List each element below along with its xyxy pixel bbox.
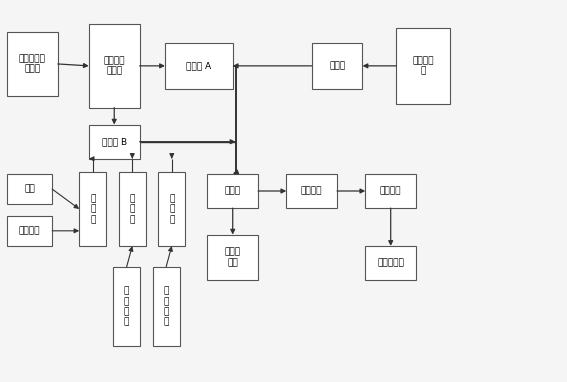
- Text: 腐
殖
酸
钠: 腐 殖 酸 钠: [124, 286, 129, 327]
- Text: 空白溶液: 空白溶液: [19, 226, 40, 235]
- Text: 蠕
动
泵: 蠕 动 泵: [90, 194, 95, 224]
- Bar: [286, 174, 337, 208]
- Bar: [79, 172, 107, 246]
- Text: 臭氧溶液
平衡室: 臭氧溶液 平衡室: [104, 56, 125, 76]
- Bar: [89, 125, 139, 159]
- Bar: [158, 172, 185, 246]
- Text: 蠕
动
泵: 蠕 动 泵: [130, 194, 135, 224]
- Text: 废液收
集器: 废液收 集器: [225, 248, 241, 267]
- Text: 蠕动泵: 蠕动泵: [329, 62, 345, 70]
- Bar: [153, 267, 180, 346]
- Bar: [7, 216, 52, 246]
- Text: 显示、存储: 显示、存储: [377, 259, 404, 267]
- Bar: [113, 267, 140, 346]
- Bar: [208, 174, 258, 208]
- Bar: [165, 43, 232, 89]
- Text: 蠕动泵 A: 蠕动泵 A: [187, 62, 211, 70]
- Text: 抗
坏
血
酸: 抗 坏 血 酸: [163, 286, 169, 327]
- Bar: [365, 174, 416, 208]
- Bar: [7, 32, 58, 96]
- Text: 水样: 水样: [24, 185, 35, 194]
- Text: 蠕
动
泵: 蠕 动 泵: [169, 194, 175, 224]
- Bar: [208, 235, 258, 280]
- Bar: [396, 28, 450, 104]
- Text: 检测室: 检测室: [225, 186, 241, 196]
- Bar: [119, 172, 146, 246]
- Bar: [89, 24, 139, 108]
- Bar: [365, 246, 416, 280]
- Bar: [312, 43, 362, 89]
- Text: 光电探测: 光电探测: [301, 186, 323, 196]
- Text: 鲁米诺水
样: 鲁米诺水 样: [412, 56, 434, 76]
- Text: 蠕动泵 B: 蠕动泵 B: [101, 137, 127, 146]
- Bar: [7, 174, 52, 204]
- Text: 电解式臭氧
发生器: 电解式臭氧 发生器: [19, 54, 46, 74]
- Text: 数据处理: 数据处理: [380, 186, 401, 196]
